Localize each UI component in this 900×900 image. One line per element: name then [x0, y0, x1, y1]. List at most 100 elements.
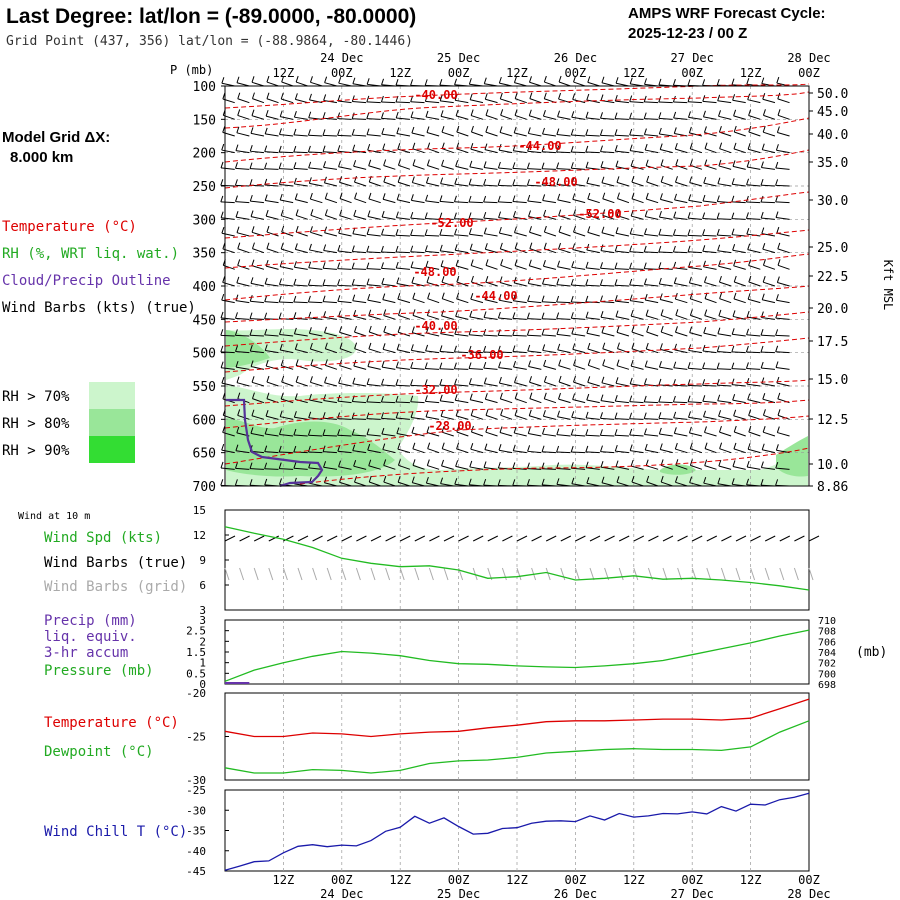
wind-barb-flag	[600, 94, 604, 101]
wind-barb-staff	[397, 349, 411, 354]
wind-barb-flag	[704, 142, 708, 149]
wind-barb	[250, 427, 265, 437]
wind-barb-flag	[469, 160, 473, 168]
wind-barb	[688, 276, 703, 287]
wind-barb	[293, 428, 308, 437]
wind-barb	[600, 412, 615, 420]
wind-barb-staff	[556, 183, 571, 187]
wind-barb-staff	[367, 215, 381, 220]
wind-barb-flag	[427, 442, 431, 449]
wind-barb	[411, 326, 425, 337]
wind-barb-flag	[513, 76, 517, 83]
wind-barb-flag	[351, 95, 355, 102]
wind-barb-staff	[425, 266, 440, 270]
wind-barb	[485, 259, 498, 270]
wind-barb-staff	[542, 283, 557, 287]
wind-barb	[688, 194, 703, 204]
wind-barb	[380, 245, 396, 254]
wind-barb-staff	[542, 184, 556, 187]
wind-barb-flag	[643, 428, 647, 435]
wind-barb-flag	[572, 393, 576, 400]
wind-barb-staff	[411, 349, 425, 354]
wind-barb	[527, 127, 542, 137]
wind-barb-staff	[601, 482, 615, 487]
wind-barb	[397, 459, 411, 470]
wind-barb-flag	[762, 276, 766, 283]
wind-barb	[483, 328, 498, 337]
wind-barb-staff	[439, 350, 454, 354]
wind-barb-flag	[469, 310, 473, 318]
wind-barb-staff	[498, 217, 513, 220]
wind-barb	[281, 225, 294, 237]
wind-barb-staff	[556, 434, 571, 437]
wind-barb-flag	[352, 444, 356, 451]
wind-barb-staff	[571, 284, 586, 287]
wind-barb	[483, 195, 498, 204]
wind-barb-flag	[673, 361, 677, 368]
wind-barb	[470, 259, 484, 270]
wind-barb-flag	[337, 279, 341, 286]
wind-barb-flag	[395, 395, 399, 403]
wind-barb-flag	[441, 276, 445, 283]
wind-barb-flag	[353, 160, 357, 167]
wind-barb-staff	[717, 368, 732, 370]
wind-barb	[687, 95, 702, 104]
wind-barb	[483, 161, 498, 170]
isotherm-line	[299, 447, 810, 485]
wind-barb-flag	[293, 428, 297, 436]
wind-barb	[411, 176, 425, 187]
wind-barb	[572, 193, 586, 204]
wind-barb-staff	[600, 284, 615, 287]
wind-barb-flag	[731, 78, 735, 85]
wind-barb-flag	[425, 260, 429, 268]
wind-barb-flag	[746, 460, 750, 468]
wind-barb-staff	[527, 318, 542, 320]
top-tick-label: 00Z	[448, 66, 470, 80]
wind-barb-flag	[585, 129, 589, 136]
wind-barb-staff	[631, 181, 644, 187]
wind-barb	[716, 345, 732, 354]
wind-barb	[322, 295, 337, 304]
wind-barb-flag	[570, 278, 574, 286]
wind-barb	[672, 395, 688, 404]
wind-barb-staff	[249, 168, 264, 170]
wind-barb-flag	[601, 476, 605, 483]
y-tick-label: 15	[193, 504, 206, 517]
wind-barb-true	[691, 535, 703, 542]
wind-barb-flag	[470, 259, 474, 266]
wind-barb-flag	[293, 128, 297, 136]
wind-barb-flag	[322, 412, 326, 419]
wind-barb	[643, 412, 659, 420]
wind-barb	[541, 162, 556, 170]
wind-barb-flag	[599, 279, 603, 286]
wind-barb-flag	[761, 143, 765, 150]
wind-barb-staff	[381, 283, 396, 287]
wind-barb-flag	[733, 125, 737, 133]
wind-barb-staff	[265, 433, 279, 437]
wind-barb	[543, 392, 557, 404]
pressure-tick-label: 300	[193, 213, 216, 228]
wind-barb	[279, 193, 294, 204]
wind-barb-flag	[629, 444, 633, 451]
wind-barb-staff	[337, 284, 352, 287]
wind-barb	[497, 311, 513, 320]
wind-barb-flag	[293, 327, 297, 335]
wind-barb-grid	[385, 567, 391, 581]
wind-barb	[351, 428, 367, 437]
wind-barb-staff	[470, 249, 484, 254]
wind-barb-staff	[352, 268, 367, 270]
wind-barb-staff	[513, 300, 527, 304]
wind-barb	[673, 111, 688, 120]
y-tick-label: 1	[199, 657, 206, 670]
wind-barb-flag	[777, 242, 781, 250]
wind-barb-flag	[324, 342, 328, 349]
wind-barb-flag	[688, 276, 692, 284]
wind-barb	[483, 178, 498, 187]
wind-barb-staff	[776, 149, 790, 154]
wind-barb	[717, 394, 732, 404]
wind-barb-flag	[571, 411, 575, 418]
wind-barb	[541, 178, 556, 187]
wind-barb	[745, 362, 761, 370]
wind-barb	[485, 276, 498, 287]
wind-barb-flag	[731, 478, 735, 485]
